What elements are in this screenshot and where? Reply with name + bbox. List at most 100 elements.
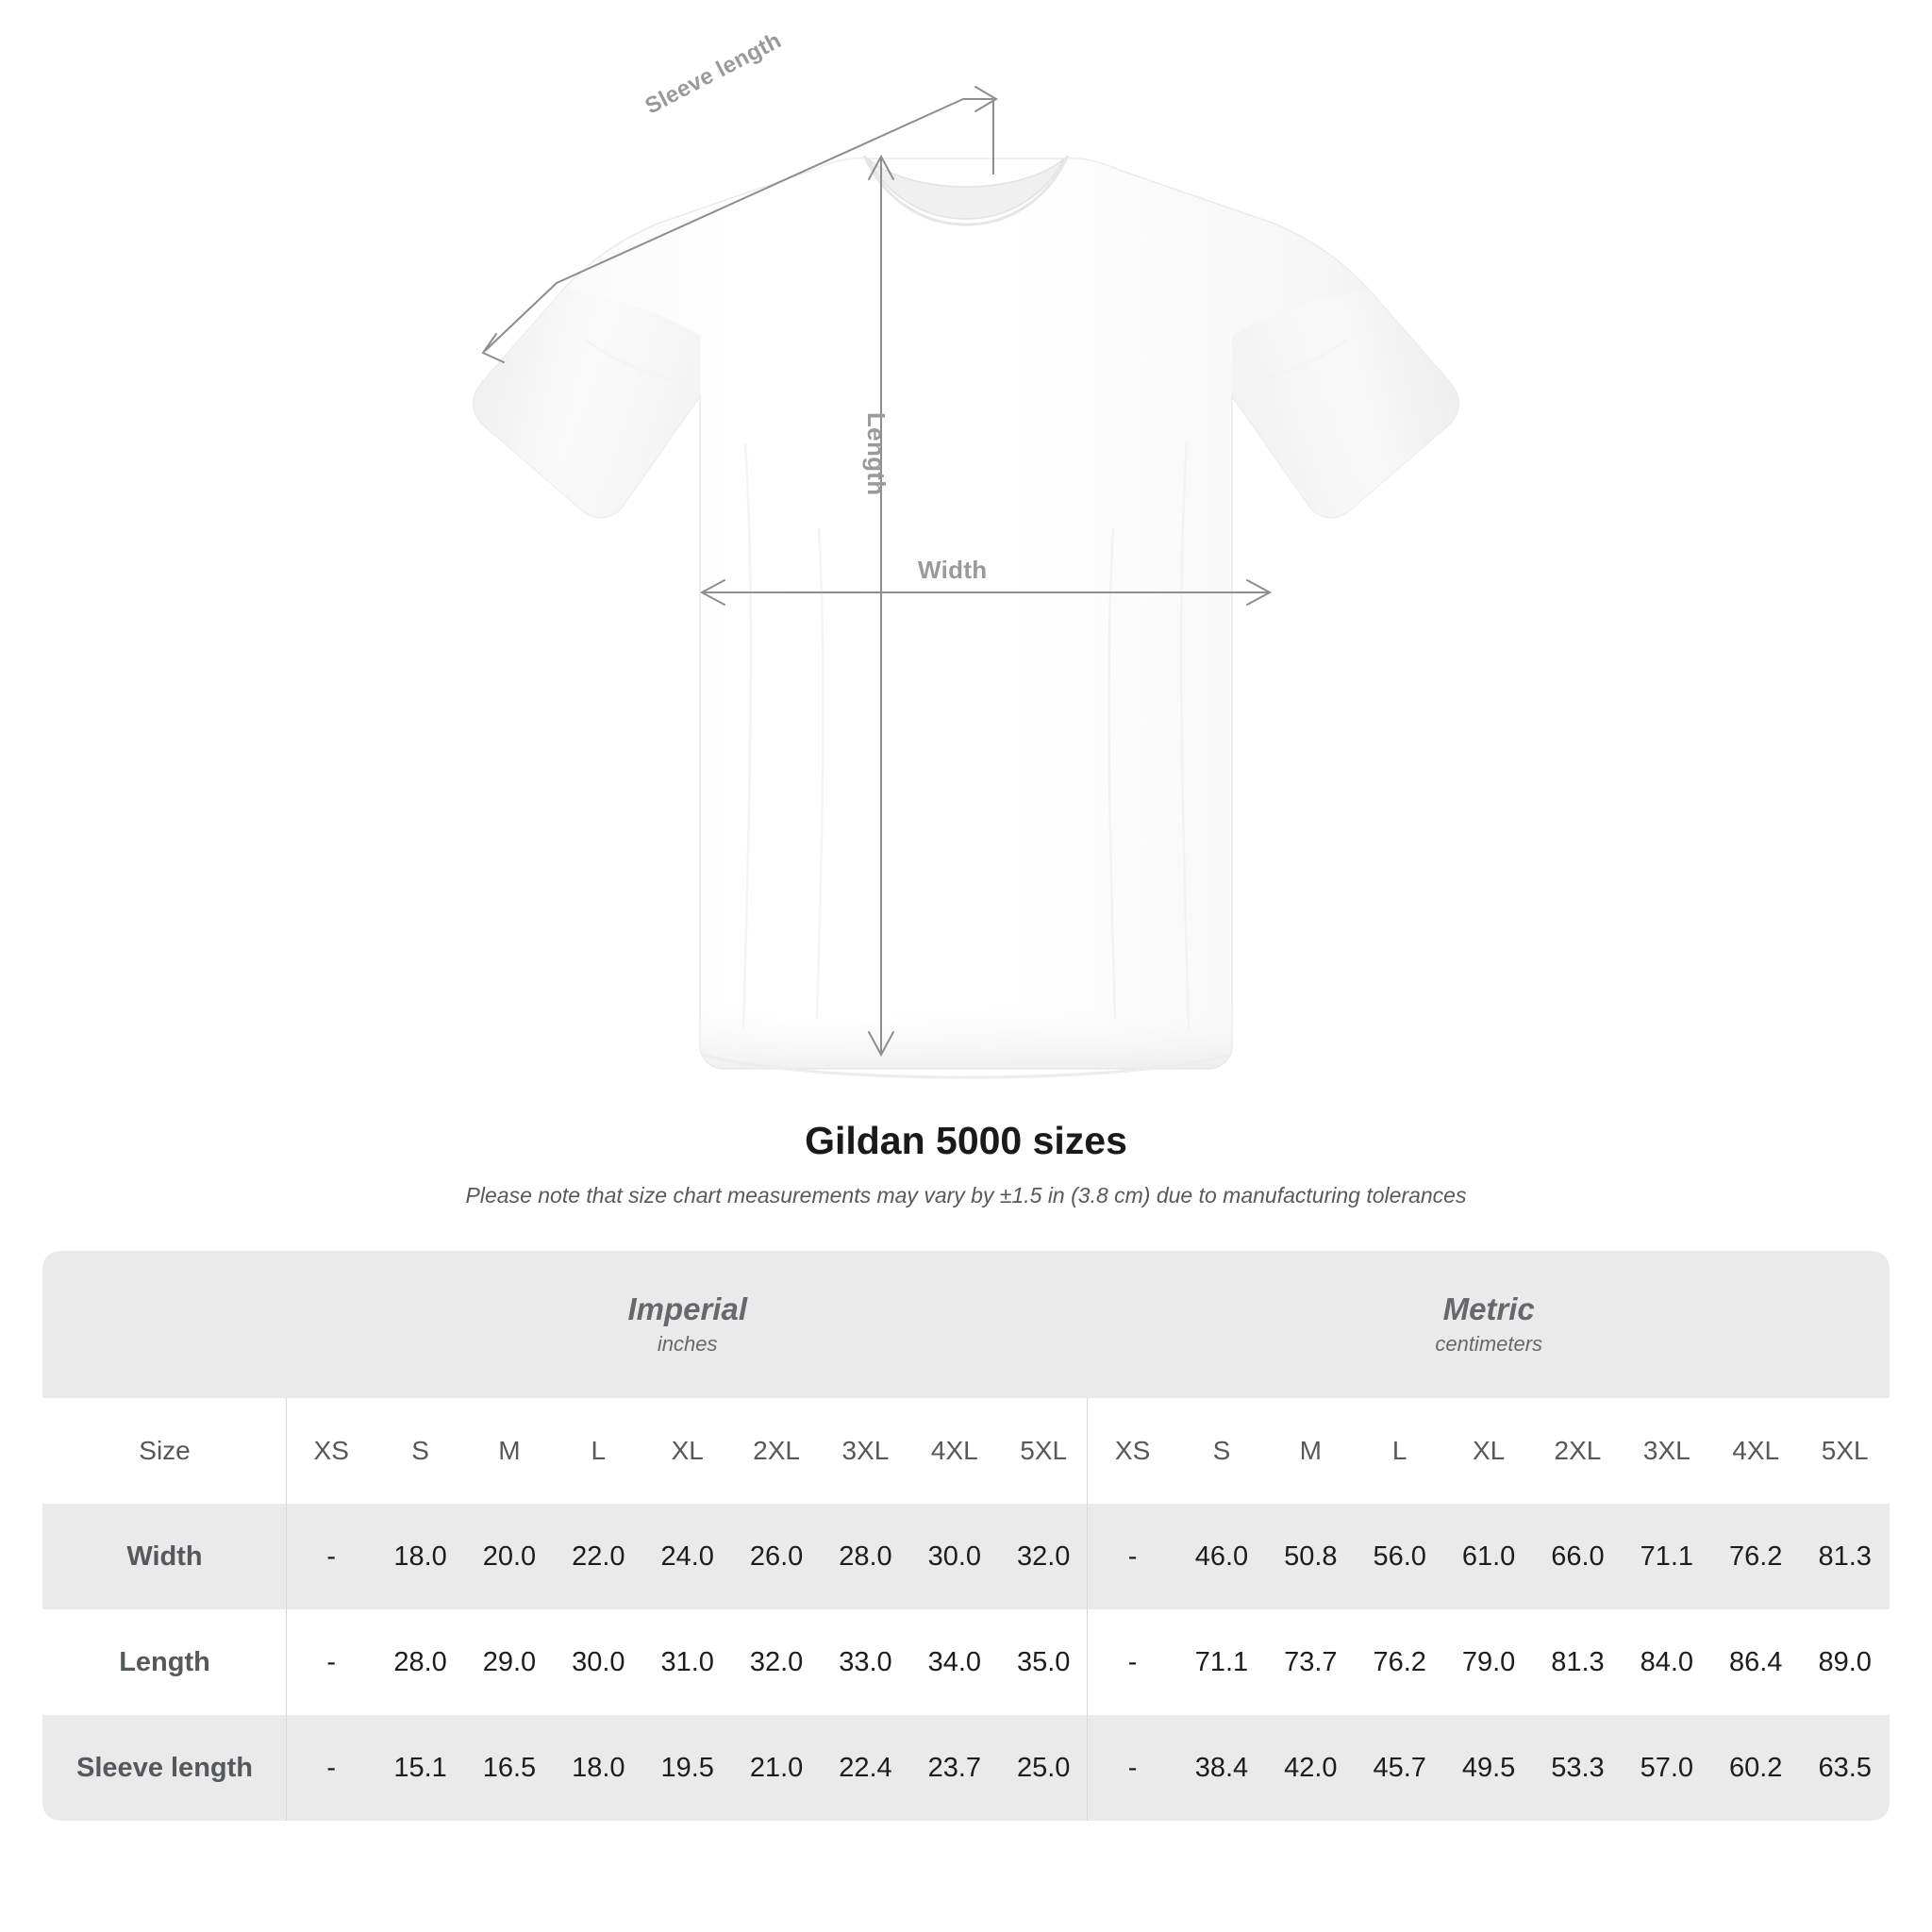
unit-metric-name: Metric <box>1442 1291 1535 1326</box>
cell-width-imp-xl: 24.0 <box>642 1504 732 1610</box>
cell-width-met-4xl: 76.2 <box>1711 1504 1801 1610</box>
tshirt-silhouette <box>473 155 1459 1079</box>
cell-sleeve-met-m: 42.0 <box>1266 1715 1356 1822</box>
header-imp-s: S <box>375 1398 465 1505</box>
header-imp-3xl: 3XL <box>821 1398 910 1505</box>
header-met-3xl: 3XL <box>1622 1398 1712 1505</box>
cell-length-imp-xs: - <box>287 1609 376 1716</box>
tshirt-sleeve-left <box>473 291 700 518</box>
page-title: Gildan 5000 sizes <box>805 1119 1127 1162</box>
cell-sleeve-imp-xl: 19.5 <box>642 1715 732 1822</box>
cell-sleeve-imp-4xl: 23.7 <box>909 1715 1000 1822</box>
cell-length-met-l: 76.2 <box>1355 1609 1444 1716</box>
unit-header-row: Imperial inches Metric centimeters <box>42 1251 1890 1399</box>
tshirt-neckline <box>862 155 1070 226</box>
cell-length-met-xl: 79.0 <box>1443 1609 1534 1716</box>
cell-width-met-2xl: 66.0 <box>1533 1504 1623 1610</box>
cell-width-met-5xl: 81.3 <box>1800 1504 1890 1610</box>
unit-spacer-cell <box>42 1251 288 1399</box>
cell-width-met-m: 50.8 <box>1266 1504 1356 1610</box>
cell-length-met-s: 71.1 <box>1176 1609 1267 1716</box>
cell-length-imp-2xl: 32.0 <box>731 1609 822 1716</box>
header-size-label: Size <box>42 1398 288 1505</box>
table-row: Width - 18.0 20.0 22.0 24.0 26.0 28.0 30… <box>42 1504 1890 1610</box>
cell-length-met-4xl: 86.4 <box>1711 1609 1801 1716</box>
unit-metric-sub: centimeters <box>1435 1332 1543 1357</box>
sleeve-length-guide <box>481 86 998 363</box>
width-guide <box>699 579 1273 606</box>
width-label: Width <box>918 556 988 584</box>
cell-width-met-xl: 61.0 <box>1443 1504 1534 1610</box>
length-guide <box>868 154 894 1058</box>
cell-sleeve-met-3xl: 57.0 <box>1622 1715 1712 1822</box>
cell-length-met-5xl: 89.0 <box>1800 1609 1890 1716</box>
header-met-2xl: 2XL <box>1533 1398 1623 1505</box>
header-imp-xs: XS <box>287 1398 376 1505</box>
header-imp-l: L <box>554 1398 643 1505</box>
tshirt-diagram: Sleeve length Length Width <box>473 27 1459 1079</box>
cell-width-imp-xs: - <box>287 1504 376 1610</box>
header-imp-m: M <box>464 1398 555 1505</box>
unit-imperial-name: Imperial <box>627 1291 747 1326</box>
length-label: Length <box>862 412 891 496</box>
cell-width-met-xs: - <box>1088 1504 1177 1610</box>
cell-sleeve-imp-m: 16.5 <box>464 1715 555 1822</box>
cell-length-imp-3xl: 33.0 <box>821 1609 910 1716</box>
size-header-row: Size XS S M L XL 2XL 3XL 4XL 5XL XS S M … <box>42 1398 1890 1505</box>
cell-sleeve-met-s: 38.4 <box>1176 1715 1267 1822</box>
cell-sleeve-met-5xl: 63.5 <box>1800 1715 1890 1822</box>
tshirt-hem <box>700 1000 1232 1069</box>
cell-length-imp-xl: 31.0 <box>642 1609 732 1716</box>
cell-length-imp-4xl: 34.0 <box>909 1609 1000 1716</box>
cell-sleeve-imp-3xl: 22.4 <box>821 1715 910 1822</box>
row-label-sleeve-length: Sleeve length <box>42 1715 288 1822</box>
cell-width-imp-s: 18.0 <box>375 1504 465 1610</box>
cell-width-imp-5xl: 32.0 <box>999 1504 1089 1610</box>
cell-sleeve-met-4xl: 60.2 <box>1711 1715 1801 1822</box>
measurement-guides <box>481 86 1273 1058</box>
table-row: Sleeve length - 15.1 16.5 18.0 19.5 21.0… <box>42 1715 1890 1822</box>
header-met-5xl: 5XL <box>1800 1398 1890 1505</box>
cell-sleeve-met-xl: 49.5 <box>1443 1715 1534 1822</box>
cell-sleeve-imp-l: 18.0 <box>554 1715 643 1822</box>
unit-imperial-sub: inches <box>657 1332 718 1357</box>
title-block: Gildan 5000 sizes Please note that size … <box>0 1118 1932 1210</box>
size-chart-table: Imperial inches Metric centimeters Size … <box>42 1251 1890 1822</box>
cell-width-imp-2xl: 26.0 <box>731 1504 822 1610</box>
header-imp-4xl: 4XL <box>909 1398 1000 1505</box>
cell-width-imp-l: 22.0 <box>554 1504 643 1610</box>
cell-length-imp-m: 29.0 <box>464 1609 555 1716</box>
header-imp-2xl: 2XL <box>731 1398 822 1505</box>
cell-length-imp-s: 28.0 <box>375 1609 465 1716</box>
tshirt-illustration-svg <box>473 86 1459 1079</box>
cell-sleeve-met-2xl: 53.3 <box>1533 1715 1623 1822</box>
cell-length-met-2xl: 81.3 <box>1533 1609 1623 1716</box>
header-met-xl: XL <box>1443 1398 1534 1505</box>
header-imp-5xl: 5XL <box>999 1398 1089 1505</box>
cell-length-met-m: 73.7 <box>1266 1609 1356 1716</box>
header-met-xs: XS <box>1088 1398 1177 1505</box>
size-table-container: Imperial inches Metric centimeters Size … <box>42 1251 1890 1822</box>
cell-sleeve-met-xs: - <box>1088 1715 1177 1822</box>
cell-length-imp-5xl: 35.0 <box>999 1609 1089 1716</box>
unit-group-imperial: Imperial inches <box>287 1251 1089 1399</box>
tshirt-body <box>473 157 1459 1070</box>
cell-length-imp-l: 30.0 <box>554 1609 643 1716</box>
tshirt-hem-line <box>701 1053 1231 1079</box>
cell-sleeve-imp-2xl: 21.0 <box>731 1715 822 1822</box>
cell-width-imp-4xl: 30.0 <box>909 1504 1000 1610</box>
cell-sleeve-imp-5xl: 25.0 <box>999 1715 1089 1822</box>
cell-sleeve-imp-xs: - <box>287 1715 376 1822</box>
cell-width-met-s: 46.0 <box>1176 1504 1267 1610</box>
header-met-4xl: 4XL <box>1711 1398 1801 1505</box>
row-label-width: Width <box>42 1504 288 1610</box>
tshirt-folds <box>584 338 1348 1029</box>
header-met-m: M <box>1266 1398 1356 1505</box>
page-subtitle: Please note that size chart measurements… <box>465 1183 1467 1208</box>
cell-sleeve-imp-s: 15.1 <box>375 1715 465 1822</box>
cell-length-met-xs: - <box>1088 1609 1177 1716</box>
header-met-s: S <box>1176 1398 1267 1505</box>
tshirt-sleeve-right <box>1232 291 1459 518</box>
cell-width-imp-m: 20.0 <box>464 1504 555 1610</box>
tshirt-collar <box>867 158 1065 220</box>
